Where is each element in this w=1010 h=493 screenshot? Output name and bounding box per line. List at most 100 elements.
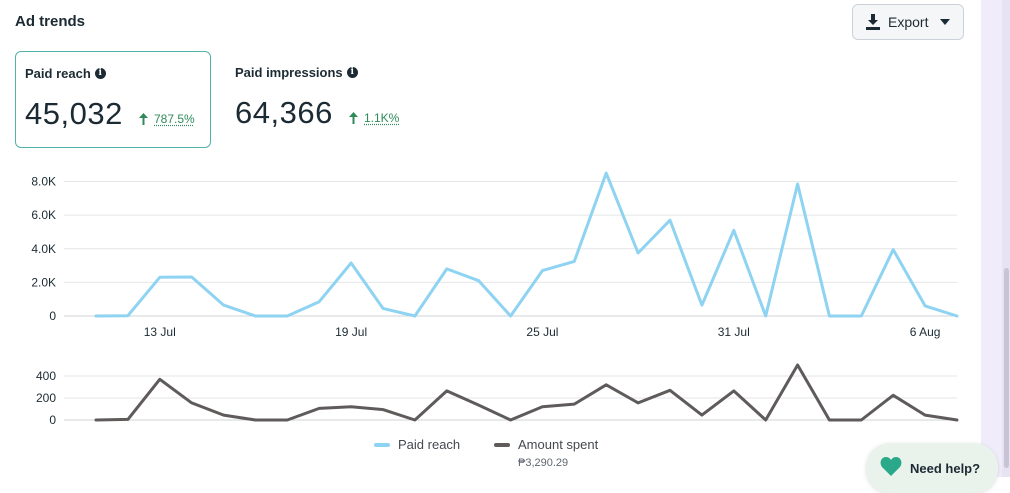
need-help-label: Need help?	[910, 461, 981, 476]
download-icon	[866, 14, 880, 30]
reach-y-tick-label: 0	[49, 309, 56, 323]
spent-data-point[interactable]	[951, 414, 963, 426]
reach-data-point[interactable]	[728, 224, 740, 236]
metric-change: 1.1K%	[349, 111, 399, 125]
paid-reach-chart: 0 2.0K 4.0K 6.0K 8.0K 13 Jul 19 Jul 25 Jul 31 Ju…	[31, 167, 963, 339]
spent-data-point[interactable]	[218, 409, 230, 421]
section-title: Ad trends	[15, 13, 86, 30]
reach-data-point[interactable]	[568, 255, 580, 267]
reach-y-tick-label: 8.0K	[31, 175, 56, 189]
reach-data-point[interactable]	[473, 275, 485, 287]
reach-data-point[interactable]	[377, 302, 389, 314]
reach-data-point[interactable]	[122, 310, 134, 322]
spent-data-point[interactable]	[696, 409, 708, 421]
reach-data-point[interactable]	[760, 310, 772, 322]
reach-data-point[interactable]	[186, 271, 198, 283]
spent-data-point[interactable]	[249, 414, 261, 426]
metric-value: 45,032	[25, 96, 123, 131]
spent-data-point[interactable]	[664, 384, 676, 396]
amount-spent-chart: 0 200 400	[36, 359, 963, 427]
spent-data-point[interactable]	[473, 399, 485, 411]
spent-data-point[interactable]	[919, 409, 931, 421]
reach-data-point[interactable]	[90, 310, 102, 322]
spent-data-point[interactable]	[568, 398, 580, 410]
spent-data-point[interactable]	[345, 401, 357, 413]
reach-y-tick-label: 6.0K	[31, 208, 56, 222]
reach-data-point[interactable]	[536, 265, 548, 277]
metric-label-wrap: Paid reach i	[25, 66, 106, 81]
arrow-up-icon	[139, 113, 148, 125]
metric-value: 64,366	[235, 95, 333, 130]
ad-trends-chart: 0 2.0K 4.0K 6.0K 8.0K 13 Jul 19 Jul 25 Jul 31 Ju…	[31, 167, 963, 427]
legend-item-amount-spent[interactable]: Amount spent	[494, 437, 598, 452]
export-label: Export	[888, 14, 929, 30]
spent-data-point[interactable]	[536, 401, 548, 413]
metric-label: Paid impressions	[235, 65, 343, 80]
reach-data-point[interactable]	[632, 247, 644, 259]
spent-data-point[interactable]	[505, 414, 517, 426]
reach-data-point[interactable]	[345, 257, 357, 269]
reach-data-point[interactable]	[696, 299, 708, 311]
info-icon[interactable]: i	[346, 67, 358, 78]
reach-y-tick-label: 4.0K	[31, 242, 56, 256]
spent-data-point[interactable]	[313, 402, 325, 414]
info-icon[interactable]: i	[94, 68, 106, 79]
spent-data-point[interactable]	[728, 385, 740, 397]
reach-data-point[interactable]	[951, 310, 963, 322]
export-button[interactable]: Export	[852, 4, 964, 40]
reach-data-point[interactable]	[441, 263, 453, 275]
reach-data-point[interactable]	[600, 167, 612, 179]
scrollbar-thumb[interactable]	[1004, 268, 1009, 468]
reach-data-point[interactable]	[664, 214, 676, 226]
reach-data-point[interactable]	[505, 310, 517, 322]
reach-data-point[interactable]	[313, 296, 325, 308]
reach-x-tick-label: 6 Aug	[910, 325, 941, 339]
reach-data-point[interactable]	[154, 271, 166, 283]
spent-data-point[interactable]	[377, 404, 389, 416]
reach-data-point[interactable]	[281, 310, 293, 322]
reach-data-point[interactable]	[249, 310, 261, 322]
spent-data-point[interactable]	[600, 379, 612, 391]
spent-data-point[interactable]	[823, 414, 835, 426]
reach-data-point[interactable]	[792, 178, 804, 190]
legend-label: Paid reach	[398, 437, 461, 452]
legend-label: Amount spent	[518, 437, 599, 452]
metric-label-wrap: Paid impressions i	[235, 65, 358, 80]
spent-series-line	[94, 363, 959, 422]
reach-data-point[interactable]	[409, 310, 421, 322]
reach-data-point[interactable]	[218, 299, 230, 311]
spent-data-point[interactable]	[792, 359, 804, 371]
spent-data-point[interactable]	[632, 397, 644, 409]
metric-change-value[interactable]: 1.1K%	[364, 111, 400, 125]
spent-data-point[interactable]	[154, 373, 166, 385]
arrow-up-icon	[349, 112, 358, 124]
reach-x-tick-label: 19 Jul	[335, 325, 367, 339]
reach-data-point[interactable]	[919, 300, 931, 312]
spent-data-point[interactable]	[760, 414, 772, 426]
spent-data-point[interactable]	[409, 414, 421, 426]
spent-data-point[interactable]	[186, 397, 198, 409]
metric-change-value[interactable]: 787.5%	[154, 112, 195, 126]
spent-data-point[interactable]	[122, 413, 134, 425]
metric-card-paid-reach[interactable]: Paid reach i 45,032 787.5%	[15, 51, 211, 148]
scrollbar-track[interactable]	[1002, 0, 1010, 477]
reach-data-point[interactable]	[823, 310, 835, 322]
spent-data-point[interactable]	[90, 414, 102, 426]
spent-data-point[interactable]	[887, 389, 899, 401]
spent-y-tick-label: 200	[36, 391, 56, 405]
spent-data-point[interactable]	[281, 414, 293, 426]
reach-data-point[interactable]	[855, 310, 867, 322]
reach-y-tick-label: 2.0K	[31, 275, 56, 289]
spent-data-point[interactable]	[441, 385, 453, 397]
need-help-button[interactable]: Need help?	[866, 443, 998, 493]
spent-y-tick-label: 0	[49, 413, 56, 427]
reach-data-point[interactable]	[887, 244, 899, 256]
amount-spent-total: ₱3,290.29	[518, 457, 569, 469]
metric-card-paid-impressions[interactable]: Paid impressions i 64,366 1.1K%	[224, 51, 424, 148]
metric-change: 787.5%	[139, 112, 195, 126]
spent-data-point[interactable]	[855, 414, 867, 426]
legend-swatch	[494, 442, 510, 447]
spent-y-tick-label: 400	[36, 369, 56, 383]
legend-item-paid-reach[interactable]: Paid reach	[374, 437, 460, 452]
reach-x-tick-label: 13 Jul	[144, 325, 176, 339]
